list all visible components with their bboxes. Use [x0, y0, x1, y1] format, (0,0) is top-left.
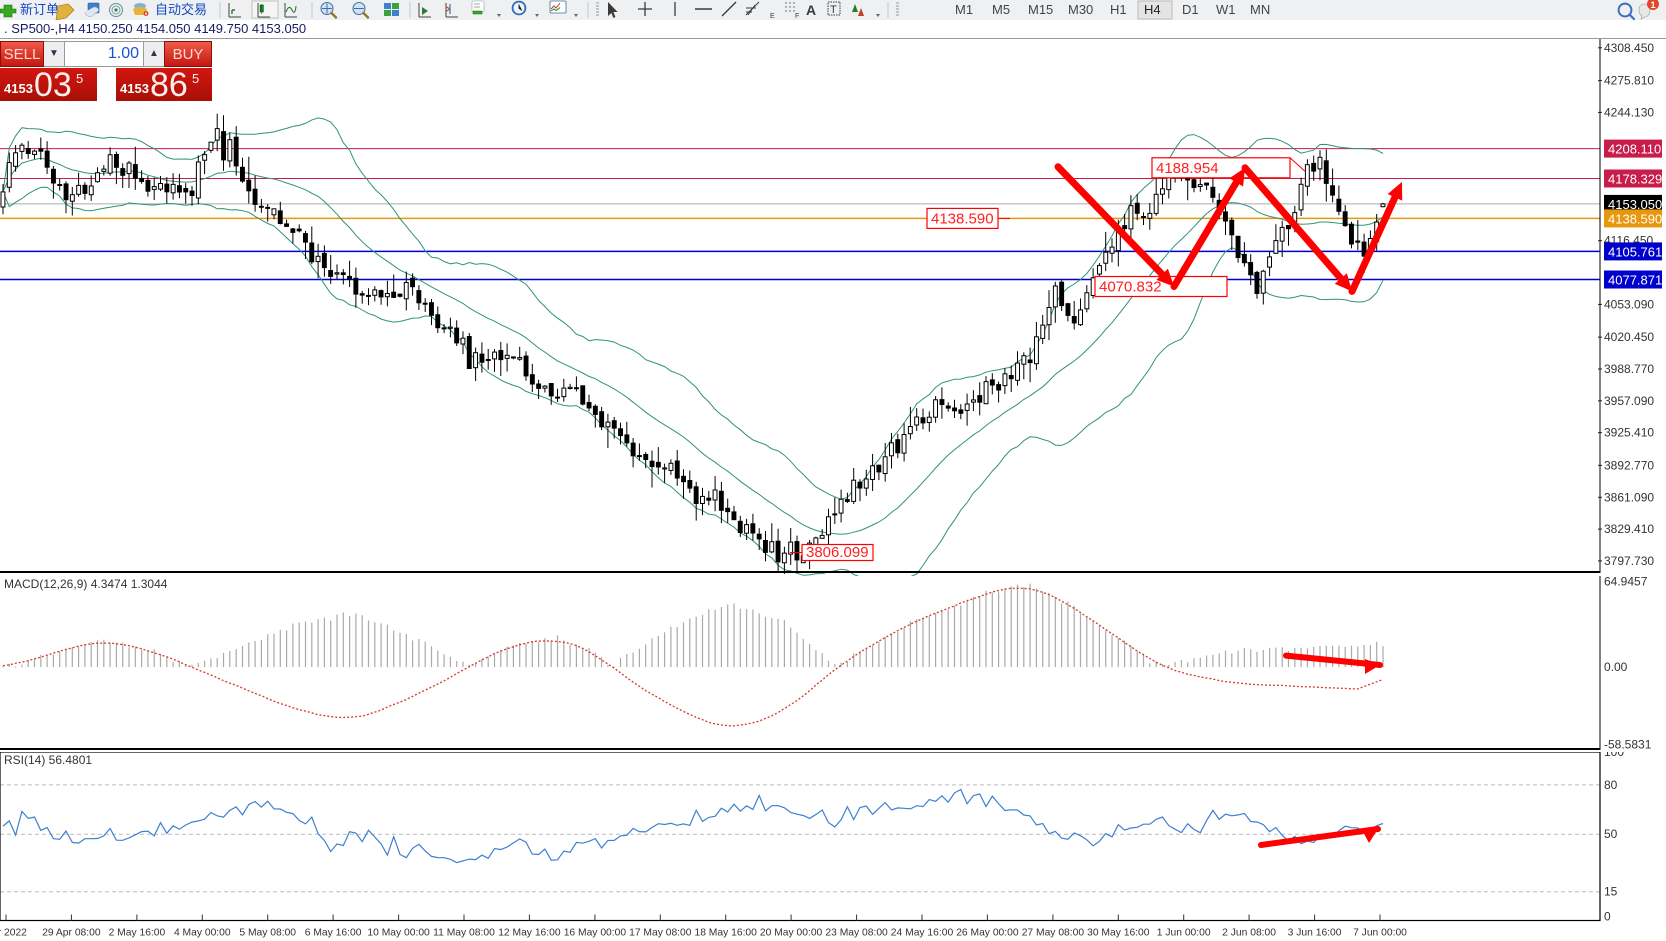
svg-text:2 Jun 08:00: 2 Jun 08:00 — [1222, 928, 1276, 939]
svg-text:-58.5831: -58.5831 — [1604, 737, 1652, 751]
svg-text:1 Jun 00:00: 1 Jun 00:00 — [1157, 928, 1211, 939]
svg-text:4308.450: 4308.450 — [1604, 41, 1654, 55]
svg-text:11 May 08:00: 11 May 08:00 — [433, 928, 495, 939]
svg-text:4138.590: 4138.590 — [931, 210, 994, 227]
svg-text:W1: W1 — [1216, 2, 1236, 17]
svg-text:80: 80 — [1604, 778, 1618, 792]
svg-text:. SP500-,H4 4150.250 4154.050: . SP500-,H4 4150.250 4154.050 4149.750 4… — [4, 21, 306, 36]
svg-text:4053.090: 4053.090 — [1604, 297, 1654, 311]
svg-text:M5: M5 — [992, 2, 1010, 17]
svg-text:100: 100 — [1604, 752, 1624, 759]
svg-text:15: 15 — [1604, 885, 1618, 899]
svg-text:10 May 00:00: 10 May 00:00 — [367, 928, 430, 939]
svg-text:4077.871: 4077.871 — [1608, 273, 1662, 288]
svg-text:H1: H1 — [1110, 2, 1127, 17]
svg-text:50: 50 — [1604, 827, 1618, 841]
svg-text:18 May 16:00: 18 May 16:00 — [694, 928, 757, 939]
svg-text:2 May 16:00: 2 May 16:00 — [109, 928, 166, 939]
svg-text:3988.770: 3988.770 — [1604, 362, 1654, 376]
svg-text:M15: M15 — [1028, 2, 1053, 17]
svg-text:E: E — [770, 13, 775, 20]
svg-text:23 May 08:00: 23 May 08:00 — [825, 928, 888, 939]
svg-text:自动交易: 自动交易 — [155, 2, 207, 17]
svg-text:29 Apr 08:00: 29 Apr 08:00 — [42, 928, 101, 939]
svg-text:3797.730: 3797.730 — [1604, 554, 1654, 568]
svg-text:4244.130: 4244.130 — [1604, 105, 1654, 119]
svg-text:4105.761: 4105.761 — [1608, 244, 1662, 259]
svg-text:MACD(12,26,9) 4.3474 1.3044: MACD(12,26,9) 4.3474 1.3044 — [4, 577, 168, 591]
svg-text:4275.810: 4275.810 — [1604, 74, 1654, 88]
svg-text:0: 0 — [1604, 909, 1611, 923]
svg-text:16 May 00:00: 16 May 00:00 — [564, 928, 627, 939]
svg-text:3 Jun 16:00: 3 Jun 16:00 — [1288, 928, 1342, 939]
svg-text:30 May 16:00: 30 May 16:00 — [1087, 928, 1150, 939]
svg-text:1: 1 — [1651, 0, 1656, 10]
svg-text:6 May 16:00: 6 May 16:00 — [305, 928, 362, 939]
svg-text:D1: D1 — [1182, 2, 1199, 17]
svg-text:Apr 2022: Apr 2022 — [0, 928, 27, 939]
svg-text:24 May 16:00: 24 May 16:00 — [891, 928, 954, 939]
svg-text:4208.110: 4208.110 — [1608, 142, 1661, 157]
svg-text:64.9457: 64.9457 — [1604, 576, 1648, 589]
svg-text:T: T — [830, 4, 837, 16]
svg-text:4 May 00:00: 4 May 00:00 — [174, 928, 231, 939]
svg-text:M1: M1 — [955, 2, 973, 17]
svg-text:4178.329: 4178.329 — [1608, 172, 1662, 187]
svg-text:26 May 00:00: 26 May 00:00 — [956, 928, 1019, 939]
svg-text:3957.090: 3957.090 — [1604, 394, 1654, 408]
svg-text:7 Jun 00:00: 7 Jun 00:00 — [1353, 928, 1407, 939]
svg-text:3861.090: 3861.090 — [1604, 490, 1654, 504]
svg-text:5 May 08:00: 5 May 08:00 — [239, 928, 296, 939]
svg-text:3892.770: 3892.770 — [1604, 458, 1654, 472]
svg-text:4020.450: 4020.450 — [1604, 330, 1654, 344]
svg-text:H4: H4 — [1144, 2, 1161, 17]
svg-text:3806.099: 3806.099 — [806, 544, 869, 561]
svg-text:RSI(14) 56.4801: RSI(14) 56.4801 — [4, 753, 92, 767]
svg-text:3829.410: 3829.410 — [1604, 522, 1654, 536]
svg-text:A: A — [806, 2, 816, 18]
svg-text:4138.590: 4138.590 — [1608, 211, 1662, 226]
svg-text:MN: MN — [1250, 2, 1270, 17]
svg-text:20 May 00:00: 20 May 00:00 — [760, 928, 823, 939]
svg-text:17 May 08:00: 17 May 08:00 — [629, 928, 692, 939]
svg-text:M30: M30 — [1068, 2, 1093, 17]
svg-text:4188.954: 4188.954 — [1156, 160, 1219, 177]
svg-text:F: F — [795, 13, 799, 20]
svg-text:12 May 16:00: 12 May 16:00 — [498, 928, 561, 939]
svg-text:27 May 08:00: 27 May 08:00 — [1022, 928, 1085, 939]
svg-text:4070.832: 4070.832 — [1099, 279, 1162, 296]
svg-text:0.00: 0.00 — [1604, 660, 1628, 674]
svg-text:3925.410: 3925.410 — [1604, 426, 1654, 440]
svg-text:新订单: 新订单 — [20, 2, 59, 17]
